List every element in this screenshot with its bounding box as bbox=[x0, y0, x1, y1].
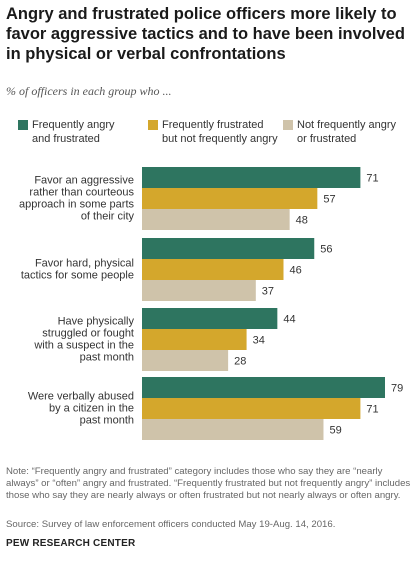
value-label-verbal-abuse-not-frequently: 59 bbox=[329, 425, 341, 437]
value-label-aggressive-approach-angry-frustrated: 71 bbox=[366, 173, 378, 185]
chart-subtitle: % of officers in each group who ... bbox=[6, 84, 172, 98]
value-label-physical-tactics-frustrated-not-angry: 46 bbox=[289, 265, 301, 277]
bar-physical-tactics-angry-frustrated bbox=[142, 238, 315, 259]
chart-source: Source: Survey of law enforcement office… bbox=[6, 519, 336, 530]
chart-note: Note: “Frequently angry and frustrated” … bbox=[6, 466, 411, 501]
value-label-verbal-abuse-frustrated-not-angry: 71 bbox=[366, 404, 378, 416]
legend-swatch-angry-frustrated bbox=[18, 120, 28, 130]
bar-physical-tactics-not-frequently bbox=[142, 280, 256, 301]
value-label-physical-struggle-not-frequently: 28 bbox=[234, 356, 246, 368]
value-label-verbal-abuse-angry-frustrated: 79 bbox=[391, 383, 403, 395]
legend-label-angry-frustrated: Frequently angry and frustrated bbox=[32, 119, 115, 145]
legend-swatch-not-frequently bbox=[283, 120, 293, 130]
bar-physical-struggle-not-frequently bbox=[142, 350, 229, 371]
legend-label-frustrated-not-angry: Frequently frustrated but not frequently… bbox=[162, 119, 278, 145]
value-label-physical-tactics-angry-frustrated: 56 bbox=[320, 244, 332, 256]
value-label-physical-struggle-angry-frustrated: 44 bbox=[283, 314, 295, 326]
legend: Frequently angry and frustrated Frequent… bbox=[0, 118, 420, 158]
category-label-aggressive-approach: Favor an aggressive rather than courteous… bbox=[19, 175, 134, 223]
value-label-aggressive-approach-frustrated-not-angry: 57 bbox=[323, 194, 335, 206]
bar-aggressive-approach-frustrated-not-angry bbox=[142, 188, 318, 209]
bar-aggressive-approach-not-frequently bbox=[142, 209, 290, 230]
value-label-aggressive-approach-not-frequently: 48 bbox=[296, 215, 308, 227]
legend-label-not-frequently: Not frequently angry or frustrated bbox=[297, 119, 397, 145]
category-label-physical-tactics: Favor hard, physical tactics for some peo… bbox=[21, 258, 134, 282]
bar-physical-struggle-angry-frustrated bbox=[142, 308, 278, 329]
bar-aggressive-approach-angry-frustrated bbox=[142, 167, 361, 188]
bar-physical-struggle-frustrated-not-angry bbox=[142, 329, 247, 350]
chart-title: Angry and frustrated police officers mor… bbox=[6, 5, 405, 63]
value-label-physical-struggle-frustrated-not-angry: 34 bbox=[253, 335, 265, 347]
legend-swatch-frustrated-not-angry bbox=[148, 120, 158, 130]
bar-physical-tactics-frustrated-not-angry bbox=[142, 259, 284, 280]
bar-verbal-abuse-not-frequently bbox=[142, 419, 324, 440]
value-label-physical-tactics-not-frequently: 37 bbox=[262, 286, 274, 298]
bar-verbal-abuse-angry-frustrated bbox=[142, 377, 385, 398]
bar-verbal-abuse-frustrated-not-angry bbox=[142, 398, 361, 419]
bar-chart: Favor an aggressive rather than courteous… bbox=[19, 167, 403, 440]
category-label-physical-struggle: Have physically struggled or fought with a… bbox=[33, 316, 134, 364]
category-label-verbal-abuse: Were verbally abused by a citizen in the p… bbox=[28, 391, 134, 427]
pew-research-logo-text: PEW RESEARCH CENTER bbox=[6, 538, 136, 549]
